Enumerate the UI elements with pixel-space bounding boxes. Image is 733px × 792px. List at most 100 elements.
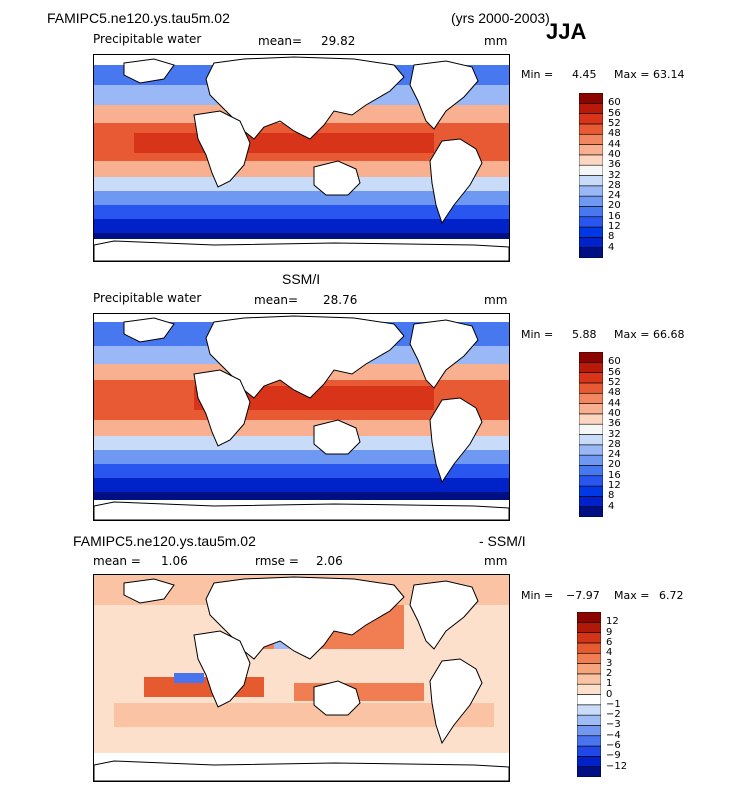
- panel2-map: [93, 313, 510, 521]
- colorbar-swatch: [579, 506, 603, 517]
- panel2-mean-value: 28.76: [323, 293, 358, 307]
- colorbar-swatch: [579, 123, 603, 135]
- panel1-variable: Precipitable water: [93, 32, 202, 46]
- colorbar-swatch: [579, 247, 603, 258]
- colorbar-swatch: [579, 144, 603, 156]
- colorbar-swatch: [579, 154, 603, 166]
- colorbar-tick-label: 36: [608, 418, 621, 430]
- panel1-colorbar: 4 8 12 16 20 24 28 32 36 40 44 48 52 56 60: [579, 93, 621, 258]
- panel3-max-value: 6.72: [659, 589, 684, 602]
- colorbar-tick-label: 32: [608, 169, 621, 181]
- colorbar-swatch: [577, 714, 601, 726]
- panel3-mean-label: mean =: [93, 554, 141, 568]
- colorbar-tick-label: 60: [608, 356, 621, 368]
- colorbar-tick-label: 60: [608, 97, 621, 109]
- colorbar-tick-label: 9: [606, 626, 613, 638]
- panel3-rmse-label: rmse =: [255, 554, 299, 568]
- panel2-variable: Precipitable water: [93, 291, 202, 305]
- colorbar-svg: [579, 93, 603, 258]
- colorbar-tick-label: 32: [608, 428, 621, 440]
- colorbar-swatch: [579, 362, 603, 373]
- season-label: JJA: [546, 19, 587, 44]
- panel2-title: SSM/I: [282, 271, 321, 287]
- colorbar-tick-label: 4: [608, 241, 615, 253]
- colorbar-swatch: [577, 663, 601, 675]
- panel2-mean-label: mean=: [254, 293, 299, 307]
- colorbar-tick-label: 52: [608, 376, 621, 388]
- panel3-colorbar: −12 −9 −6 −4 −3 −2 −1 0 1 2 3 4 6 9 12: [577, 612, 627, 777]
- panel1-mean-label: mean=: [258, 34, 303, 48]
- colorbar-swatch: [579, 103, 603, 114]
- colorbar-swatch: [579, 113, 603, 125]
- colorbar-swatch: [579, 454, 603, 466]
- colorbar-tick-label: 28: [608, 179, 621, 191]
- years-label: (yrs 2000-2003): [451, 10, 550, 26]
- colorbar-tick-label: −4: [606, 729, 621, 741]
- colorbar-swatch: [579, 372, 603, 384]
- colorbar-swatch: [579, 382, 603, 394]
- colorbar-swatch: [577, 745, 601, 757]
- panel2-min-value: 5.88: [572, 328, 597, 341]
- colorbar-tick-label: −3: [606, 719, 621, 731]
- colorbar-swatch: [577, 612, 601, 623]
- panel3-map-svg: [94, 575, 509, 781]
- panel1-mean-value: 29.82: [321, 34, 356, 48]
- panel3-title-left: FAMIPC5.ne120.ys.tau5m.02: [73, 533, 256, 549]
- colorbar-swatch: [579, 496, 603, 507]
- colorbar-tick-label: 8: [608, 490, 615, 502]
- panel3-max-label: Max =: [614, 589, 650, 602]
- colorbar-tick-label: 6: [606, 636, 613, 648]
- colorbar-tick-label: 4: [608, 500, 615, 512]
- panel1-map: [93, 54, 510, 262]
- colorbar-swatch: [579, 175, 603, 187]
- colorbar-tick-label: 16: [608, 210, 621, 222]
- colorbar-swatch: [579, 206, 603, 218]
- panel3-min-value: −7.97: [566, 589, 600, 602]
- panel2-colorbar: 4 8 12 16 20 24 28 32 36 40 44 48 52 56 60: [579, 352, 621, 517]
- colorbar-svg: [577, 612, 601, 777]
- colorbar-tick-label: 56: [608, 107, 621, 119]
- colorbar-tick-label: 20: [608, 200, 621, 212]
- colorbar-tick-label: 48: [608, 128, 621, 140]
- colorbar-swatch: [579, 475, 603, 487]
- colorbar-tick-label: 12: [608, 480, 621, 492]
- colorbar-tick-label: 1: [606, 678, 613, 690]
- colorbar-tick-label: 24: [608, 190, 621, 202]
- colorbar-tick-label: 56: [608, 366, 621, 378]
- panel3-mean-value: 1.06: [161, 554, 188, 568]
- colorbar-swatch: [579, 226, 603, 238]
- colorbar-tick-label: 2: [606, 667, 613, 679]
- colorbar-tick-label: 8: [608, 231, 615, 243]
- colorbar-swatch: [579, 133, 603, 145]
- panel1-map-svg: [94, 55, 509, 261]
- colorbar-tick-label: −9: [606, 750, 621, 762]
- model-title: FAMIPC5.ne120.ys.tau5m.02: [47, 10, 230, 26]
- colorbar-swatch: [577, 704, 601, 716]
- colorbar-swatch: [579, 423, 603, 435]
- panel1-max-label: Max =: [614, 68, 650, 81]
- panel2-map-svg: [94, 314, 509, 520]
- colorbar-swatch: [577, 756, 601, 767]
- panel3-min-label: Min =: [521, 589, 554, 602]
- colorbar-tick-label: 12: [608, 221, 621, 233]
- panel2-units: mm: [484, 293, 508, 307]
- panel2-max-value: 66.68: [653, 328, 685, 341]
- colorbar-swatch: [579, 392, 603, 404]
- colorbar-swatch: [577, 632, 601, 644]
- colorbar-tick-label: 3: [606, 657, 613, 669]
- colorbar-swatch: [579, 352, 603, 363]
- panel1-min-value: 4.45: [572, 68, 597, 81]
- colorbar-swatch: [577, 652, 601, 664]
- colorbar-swatch: [579, 403, 603, 415]
- colorbar-tick-label: 44: [608, 138, 621, 150]
- colorbar-swatch: [579, 216, 603, 228]
- colorbar-tick-label: 4: [606, 647, 613, 659]
- panel1-min-label: Min =: [521, 68, 554, 81]
- colorbar-tick-label: −1: [606, 698, 621, 710]
- colorbar-tick-label: −12: [606, 760, 628, 772]
- panel3-title-right: - SSM/I: [479, 533, 526, 549]
- colorbar-swatch: [579, 237, 603, 248]
- colorbar-tick-label: 40: [608, 148, 621, 160]
- colorbar-tick-label: 12: [606, 616, 619, 628]
- panel3-rmse-value: 2.06: [316, 554, 343, 568]
